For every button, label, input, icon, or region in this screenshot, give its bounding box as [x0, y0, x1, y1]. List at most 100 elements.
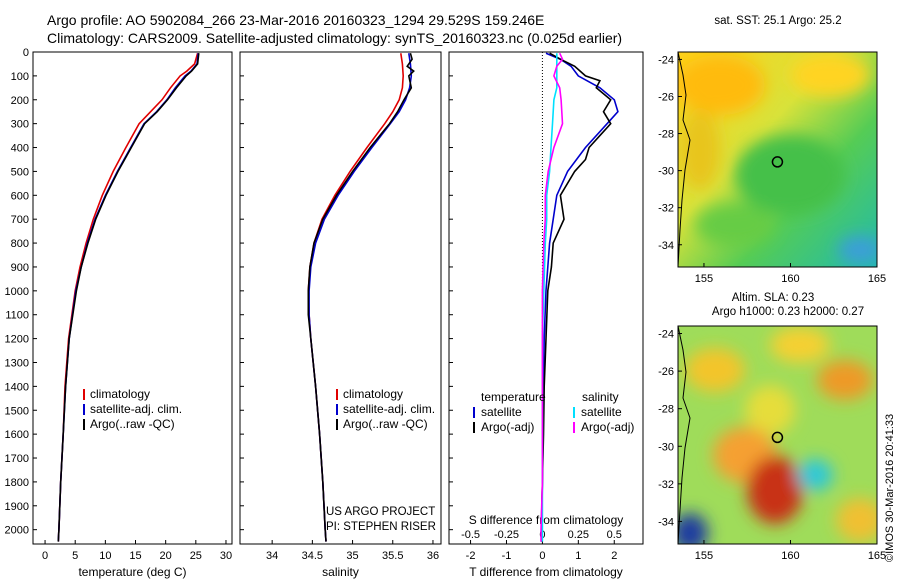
difference-xlabel-top: S difference from climatology	[469, 513, 624, 527]
depth-tick-label: 1600	[5, 429, 29, 441]
difference-series-line-1	[540, 52, 612, 542]
difference-stick-label: 0.5	[607, 529, 622, 541]
temperature-xtick-label: 0	[42, 550, 48, 562]
sst-map-title: sat. SST: 25.1 Argo: 25.2	[714, 15, 841, 27]
salinity-legend-label: climatology	[343, 387, 403, 401]
salinity-annotation: PI: STEPHEN RISER	[326, 521, 436, 533]
temperature-xtick-label: 20	[160, 550, 172, 562]
difference-xtick-label: -2	[466, 550, 476, 562]
salinity-series-line-1	[308, 53, 413, 542]
temperature-xtick-label: 10	[99, 550, 111, 562]
difference-stick-label: -0.5	[461, 529, 480, 541]
temperature-legend-label: climatology	[90, 387, 150, 401]
sst-map-xtick-label: 160	[781, 273, 799, 285]
depth-tick-label: 2000	[5, 525, 29, 537]
temperature-legend-label: Argo(..raw -QC)	[90, 417, 175, 431]
sst-map-ytick-label: -32	[658, 203, 674, 215]
sla-coastline	[677, 325, 691, 545]
sla-map-subtitle: Argo h1000: 0.23 h2000: 0.27	[712, 306, 864, 318]
plot-title-line2: Climatology: CARS2009. Satellite-adjuste…	[47, 30, 623, 46]
salinity-xtick-label: 34.5	[302, 550, 323, 562]
depth-tick-label: 1900	[5, 501, 29, 513]
depth-tick-label: 1500	[5, 405, 29, 417]
depth-tick-label: 1400	[5, 381, 29, 393]
temperature-legend-label: satellite-adj. clim.	[90, 402, 182, 416]
sst-map-xtick-label: 165	[868, 273, 886, 285]
sla-map-image	[678, 326, 877, 544]
depth-tick-label: 200	[11, 95, 29, 107]
depth-tick-label: 800	[11, 238, 29, 250]
sst-argo-marker	[771, 156, 784, 168]
sla-map-xtick-label: 165	[868, 550, 886, 562]
temperature-xlabel: temperature (deg C)	[78, 565, 186, 579]
sst-coastline	[677, 51, 691, 268]
sla-map-xtick-label: 160	[781, 550, 799, 562]
salinity-xtick-label: 36	[427, 550, 439, 562]
temperature-xtick-label: 15	[129, 550, 141, 562]
temperature-series-line-2	[57, 53, 200, 542]
depth-tick-label: 300	[11, 119, 29, 131]
salinity-xtick-label: 34	[266, 550, 278, 562]
difference-series-line-2	[541, 53, 558, 542]
depth-tick-label: 1700	[5, 453, 29, 465]
sst-map-ytick-label: -28	[658, 129, 674, 141]
plot-title-line1: Argo profile: AO 5902084_266 23-Mar-2016…	[47, 12, 545, 28]
sst-map-xtick-label: 155	[695, 273, 713, 285]
salinity-xtick-label: 35	[346, 550, 358, 562]
salinity-legend-label: Argo(..raw -QC)	[343, 417, 428, 431]
difference-legend-label: satellite	[581, 405, 622, 419]
temperature-series-line-0	[57, 52, 199, 542]
salinity-annotation: US ARGO PROJECT	[326, 506, 435, 518]
sla-map-title: Altim. SLA: 0.23	[732, 292, 814, 304]
sla-argo-marker	[771, 431, 784, 444]
sst-map-ytick-label: -24	[658, 54, 674, 66]
salinity-xtick-label: 35.5	[382, 550, 403, 562]
difference-xtick-label: 1	[575, 550, 581, 562]
sst-map-image	[678, 52, 877, 267]
temperature-xtick-label: 30	[220, 550, 232, 562]
depth-tick-label: 1000	[5, 286, 29, 298]
salinity-xlabel: salinity	[322, 565, 359, 579]
difference-legend-title-s: salinity	[582, 390, 619, 404]
sla-map-ytick-label: -30	[658, 441, 674, 453]
depth-tick-label: 1800	[5, 477, 29, 489]
depth-tick-label: 1100	[5, 310, 29, 322]
depth-tick-label: 400	[11, 143, 29, 155]
sla-map-frame	[677, 325, 878, 545]
difference-series-line-0	[540, 52, 619, 542]
depth-tick-label: 1200	[5, 334, 29, 346]
depth-tick-label: 1300	[5, 357, 29, 369]
salinity-frame	[239, 51, 442, 545]
depth-tick-label: 700	[11, 214, 29, 226]
sla-map-ytick-label: -32	[658, 479, 674, 491]
difference-xtick-label: 2	[611, 550, 617, 562]
sst-map-ytick-label: -34	[658, 240, 674, 252]
temperature-xtick-label: 25	[190, 550, 202, 562]
difference-legend-title-t: temperature	[481, 390, 546, 404]
temperature-series-line-1	[57, 53, 199, 542]
sla-map-xtick-label: 155	[695, 550, 713, 562]
sst-map-ytick-label: -30	[658, 166, 674, 178]
temperature-frame	[32, 51, 233, 545]
sla-map-ytick-label: -24	[658, 329, 674, 341]
sla-map-ytick-label: -34	[658, 516, 674, 528]
difference-xtick-label: -1	[502, 550, 512, 562]
difference-legend-label: Argo(-adj)	[581, 420, 634, 434]
difference-frame	[448, 51, 644, 545]
difference-xlabel: T difference from climatology	[469, 565, 623, 579]
depth-tick-label: 100	[11, 71, 29, 83]
difference-stick-label: 0.25	[568, 529, 589, 541]
salinity-legend-label: satellite-adj. clim.	[343, 402, 435, 416]
sst-map-frame	[677, 51, 878, 268]
sla-map-ytick-label: -26	[658, 366, 674, 378]
difference-series-line-3	[540, 52, 564, 542]
depth-tick-label: 600	[11, 190, 29, 202]
depth-tick-label: 900	[11, 262, 29, 274]
salinity-series-line-2	[307, 52, 415, 542]
difference-xtick-label: 0	[539, 550, 545, 562]
depth-tick-label: 500	[11, 166, 29, 178]
sst-map-ytick-label: -26	[658, 91, 674, 103]
sla-map-ytick-label: -28	[658, 404, 674, 416]
temperature-xtick-label: 5	[72, 550, 78, 562]
